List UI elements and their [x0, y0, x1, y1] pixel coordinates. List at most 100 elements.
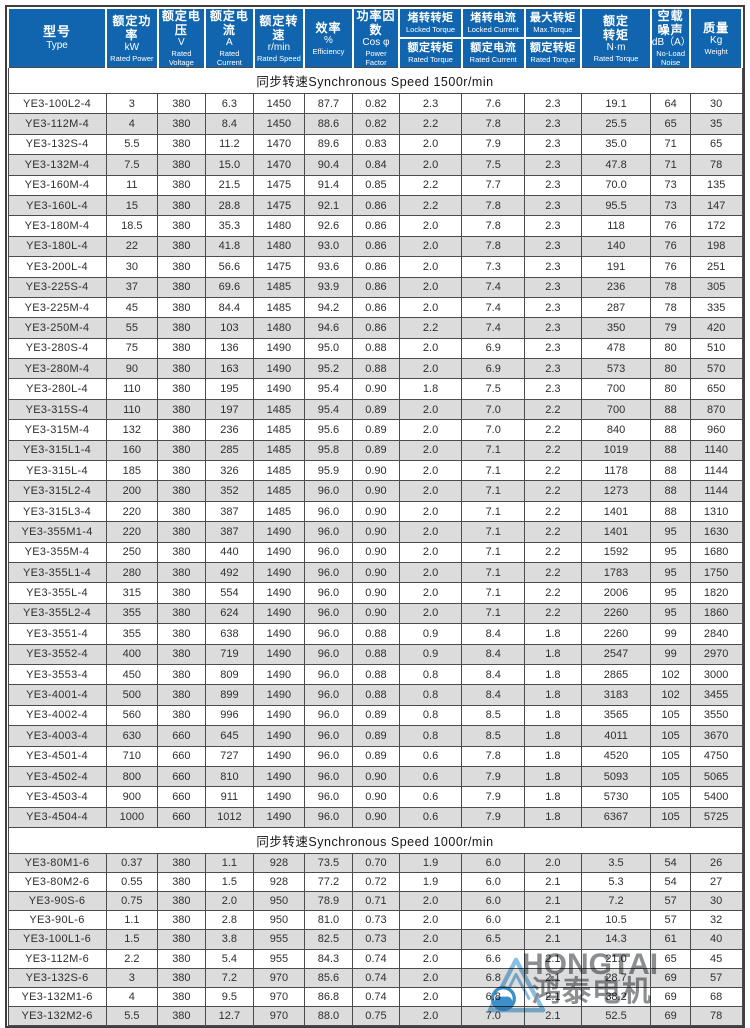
value-cell: 0.6: [398, 765, 463, 788]
value-cell: 2.1: [524, 1005, 582, 1026]
value-cell: 0.90: [352, 460, 400, 482]
value-cell: 69: [650, 986, 691, 1007]
value-cell: 2.3: [524, 92, 582, 115]
value-cell: 0.90: [352, 786, 400, 808]
value-cell: 0.6: [398, 806, 463, 829]
value-cell: 0.82: [352, 92, 400, 115]
value-cell: 0.85: [352, 174, 400, 196]
value-cell: 1.1: [204, 853, 255, 874]
value-cell: 440: [204, 541, 255, 563]
value-cell: 191: [580, 256, 652, 278]
value-cell: 64: [650, 92, 691, 115]
value-cell: 380: [157, 1005, 206, 1026]
value-cell: 2.0: [398, 521, 463, 543]
value-cell: 380: [157, 419, 206, 441]
value-cell: 1.8: [524, 745, 582, 767]
value-cell: 1485: [253, 480, 305, 502]
value-cell: 2.2: [524, 460, 582, 482]
value-cell: 660: [157, 725, 206, 747]
value-cell: 5.5: [105, 133, 159, 156]
value-cell: 0.89: [352, 398, 400, 421]
value-cell: 928: [253, 872, 305, 893]
table-row: YE3-315L-4 185 380 326 1485 95.9 0.90 2.0 7.1 2.2…: [7, 460, 743, 482]
value-cell: 95.6: [303, 419, 354, 441]
value-cell: 911: [204, 786, 255, 808]
col-header-rated-speed: 额定转速 r/min Rated Speed: [252, 7, 306, 68]
value-cell: 1.8: [398, 378, 463, 400]
section-title: 同步转速Synchronous Speed 1000r/min: [7, 827, 743, 855]
value-cell: 2260: [580, 602, 652, 625]
value-cell: 6.3: [204, 92, 255, 115]
value-cell: 0.88: [352, 663, 400, 686]
value-cell: 91.4: [303, 174, 354, 196]
table-row: YE3-4504-4 1000 660 1012 1490 96.0 0.90 0.6 7.9 1…: [7, 806, 743, 829]
value-cell: 96.0: [303, 704, 354, 727]
value-cell: 28.7: [580, 967, 652, 988]
value-cell: 380: [157, 663, 206, 686]
value-cell: 110: [105, 398, 159, 421]
col-header-no-load-noise: 空载 噪声 dB（A） No-Load Noise: [649, 7, 692, 68]
value-cell: 132: [105, 419, 159, 441]
value-cell: 1490: [253, 337, 305, 360]
value-cell: 2.8: [204, 910, 255, 931]
table-row: YE3-250M-4 55 380 103 1480 94.6 0.86 2.2 7.4 2.3 3…: [7, 317, 743, 339]
value-cell: 7.9: [461, 765, 526, 788]
value-cell: 80: [650, 378, 691, 400]
model-cell: YE3-4501-4: [7, 745, 107, 767]
model-cell: YE3-355L2-4: [7, 602, 107, 625]
value-cell: 95.4: [303, 378, 354, 400]
value-cell: 0.86: [352, 256, 400, 278]
value-cell: 140: [580, 235, 652, 258]
table-row: YE3-4501-4 710 660 727 1490 96.0 0.89 0.6 7.8 1.8…: [7, 745, 743, 767]
table-header: 型号 Type 额定功率 kW Rated Power 额定电压 V Rated Voltag…: [6, 6, 743, 68]
value-cell: 380: [157, 910, 206, 931]
value-cell: 61: [650, 929, 691, 950]
value-cell: 1490: [253, 765, 305, 788]
value-cell: 78: [689, 154, 743, 176]
value-cell: 87.7: [303, 92, 354, 115]
model-cell: YE3-90L-6: [7, 910, 107, 931]
value-cell: 380: [157, 704, 206, 727]
value-cell: 387: [204, 521, 255, 543]
value-cell: 1475: [253, 174, 305, 196]
value-cell: 0.89: [352, 745, 400, 767]
model-cell: YE3-315M-4: [7, 419, 107, 441]
value-cell: 105: [650, 725, 691, 747]
table-row: YE3-160L-4 15 380 28.8 1475 92.1 0.86 2.2 7.8 2.3…: [7, 194, 743, 217]
value-cell: 102: [650, 663, 691, 686]
value-cell: 2.3: [524, 337, 582, 360]
value-cell: 2.0: [398, 215, 463, 237]
value-cell: 73: [650, 194, 691, 217]
value-cell: 10.5: [580, 910, 652, 931]
model-cell: YE3-100L2-4: [7, 92, 107, 115]
value-cell: 54: [650, 872, 691, 893]
value-cell: 99: [650, 643, 691, 665]
model-cell: YE3-80M1-6: [7, 853, 107, 874]
table-row: YE3-3552-4 400 380 719 1490 96.0 0.88 0.9 8.4 1.8…: [7, 643, 743, 665]
value-cell: 37: [105, 276, 159, 298]
value-cell: 0.75: [105, 891, 159, 912]
value-cell: 0.74: [352, 986, 400, 1007]
value-cell: 950: [253, 891, 305, 912]
value-cell: 1.5: [105, 929, 159, 950]
value-cell: 7.0: [461, 398, 526, 421]
value-cell: 30: [689, 92, 743, 115]
value-cell: 0.74: [352, 967, 400, 988]
value-cell: 380: [157, 582, 206, 604]
value-cell: 6.8: [461, 986, 526, 1007]
model-cell: YE3-355L1-4: [7, 561, 107, 584]
table-row: YE3-80M2-6 0.55 380 1.5 928 77.2 0.72 1.9 6.0 2.1…: [7, 872, 743, 893]
model-cell: YE3-112M-6: [7, 948, 107, 969]
table-row: YE3-225M-4 45 380 84.4 1485 94.2 0.86 2.0 7.4 2.3…: [7, 296, 743, 319]
value-cell: 315: [105, 582, 159, 604]
value-cell: 335: [689, 296, 743, 319]
value-cell: 88: [650, 398, 691, 421]
value-cell: 69: [650, 967, 691, 988]
value-cell: 5.3: [580, 872, 652, 893]
value-cell: 69: [650, 1005, 691, 1026]
value-cell: 68: [689, 986, 743, 1007]
value-cell: 55: [105, 317, 159, 339]
value-cell: 95.2: [303, 358, 354, 380]
table-row: YE3-112M-6 2.2 380 5.4 955 84.3 0.74 2.0 6.6 2.1 2…: [7, 948, 743, 969]
value-cell: 3670: [689, 725, 743, 747]
